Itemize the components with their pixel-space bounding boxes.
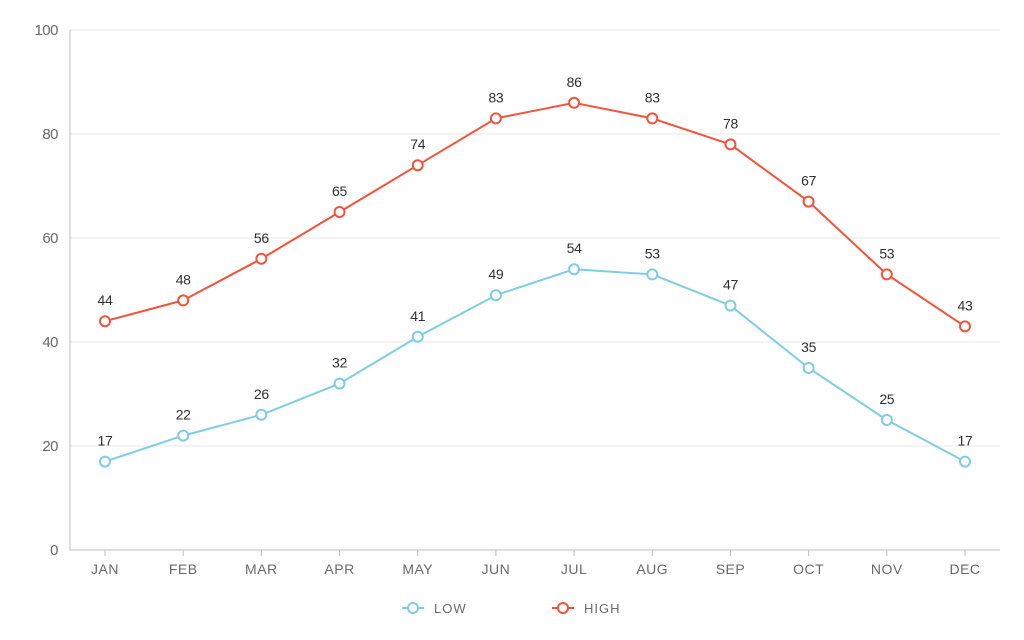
y-tick-label: 20 [42, 438, 58, 455]
series-marker-low [178, 431, 188, 441]
x-tick-label: MAR [245, 561, 278, 577]
y-tick-label: 0 [50, 542, 58, 559]
data-label-low: 32 [332, 355, 347, 371]
data-label-low: 53 [645, 245, 660, 261]
data-label-low: 25 [879, 391, 894, 407]
legend-marker-low [408, 603, 418, 613]
series-marker-low [725, 301, 735, 311]
series-marker-high [725, 139, 735, 149]
series-marker-high [413, 160, 423, 170]
data-label-low: 17 [958, 433, 973, 449]
data-label-high: 86 [567, 74, 582, 90]
data-label-high: 44 [98, 292, 113, 308]
series-marker-low [256, 410, 266, 420]
series-marker-high [491, 113, 501, 123]
data-label-low: 26 [254, 386, 269, 402]
series-line-low [105, 269, 965, 461]
y-tick-label: 80 [42, 126, 58, 143]
data-label-low: 49 [488, 266, 503, 282]
series-marker-low [335, 379, 345, 389]
data-label-high: 78 [723, 115, 738, 131]
data-label-low: 35 [801, 339, 816, 355]
chart-svg: 0 20 40 60 80 100 JAN FEB MAR APR MAY JUN JUL AUG SEP O… [0, 0, 1024, 640]
series-marker-low [569, 264, 579, 274]
x-tick-label: NOV [871, 561, 903, 577]
series-line-high [105, 103, 965, 327]
legend-label-low: LOW [434, 601, 467, 616]
y-tick-label: 40 [42, 334, 58, 351]
y-tick-label: 100 [34, 22, 58, 39]
series-marker-high [569, 98, 579, 108]
legend-marker-high [558, 603, 568, 613]
data-label-high: 83 [488, 89, 503, 105]
data-label-high: 74 [410, 136, 425, 152]
series-marker-high [647, 113, 657, 123]
series-marker-high [178, 295, 188, 305]
y-tick-label: 60 [42, 230, 58, 247]
data-label-low: 41 [410, 308, 425, 324]
x-tick-label: JUL [561, 561, 587, 577]
series-marker-high [335, 207, 345, 217]
x-tick-label: APR [324, 561, 354, 577]
x-tick-label: OCT [793, 561, 824, 577]
data-label-low: 17 [98, 433, 113, 449]
series-marker-high [256, 254, 266, 264]
series-marker-low [491, 290, 501, 300]
series-marker-low [100, 457, 110, 467]
x-tick-label: SEP [716, 561, 746, 577]
series-marker-low [960, 457, 970, 467]
data-label-high: 53 [879, 245, 894, 261]
x-tick-label: JUN [482, 561, 511, 577]
series-marker-high [100, 316, 110, 326]
series-marker-high [804, 197, 814, 207]
temperature-line-chart: 0 20 40 60 80 100 JAN FEB MAR APR MAY JUN JUL AUG SEP O… [0, 0, 1024, 640]
data-label-high: 43 [958, 297, 973, 313]
series-marker-low [882, 415, 892, 425]
x-tick-label: JAN [91, 561, 119, 577]
data-label-low: 22 [176, 407, 191, 423]
x-tick-label: DEC [949, 561, 980, 577]
x-tick-label: FEB [169, 561, 198, 577]
x-tick-label: MAY [402, 561, 433, 577]
data-label-high: 48 [176, 271, 191, 287]
data-label-high: 83 [645, 89, 660, 105]
legend-label-high: HIGH [584, 601, 621, 616]
series-marker-high [960, 321, 970, 331]
x-tick-label: AUG [636, 561, 668, 577]
data-label-high: 65 [332, 183, 347, 199]
series-marker-high [882, 269, 892, 279]
data-label-low: 54 [567, 240, 582, 256]
series-marker-low [804, 363, 814, 373]
data-label-high: 67 [801, 173, 816, 189]
series-marker-low [413, 332, 423, 342]
data-label-low: 47 [723, 277, 738, 293]
series-marker-low [647, 269, 657, 279]
data-label-high: 56 [254, 230, 269, 246]
